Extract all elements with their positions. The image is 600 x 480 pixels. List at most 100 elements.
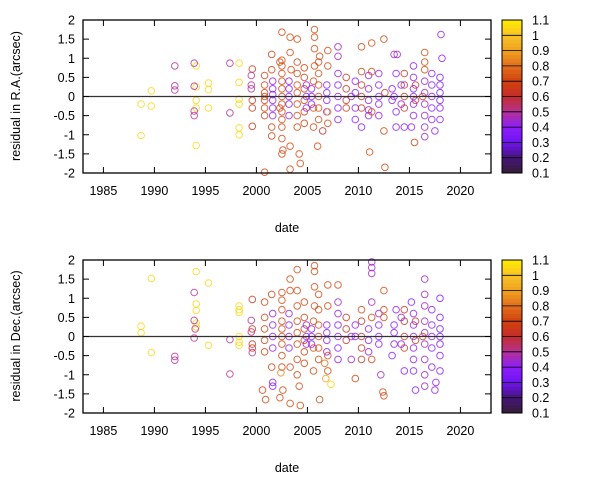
data-point xyxy=(334,309,342,318)
data-point xyxy=(267,123,276,131)
data-point xyxy=(367,263,376,272)
data-point xyxy=(260,96,269,105)
data-point xyxy=(190,288,198,297)
data-point xyxy=(397,100,406,108)
data-point xyxy=(226,335,234,344)
colorbar-tick-label: 0.8 xyxy=(532,299,549,313)
data-point xyxy=(409,62,418,70)
data-point xyxy=(323,88,331,97)
data-point xyxy=(267,65,276,74)
data-point xyxy=(248,96,257,105)
x-tick-label: 1985 xyxy=(89,424,117,438)
data-point xyxy=(436,88,444,97)
data-point xyxy=(436,104,444,112)
data-point xyxy=(285,344,293,352)
data-point xyxy=(226,59,234,68)
colorbar-tick-label: 0.1 xyxy=(532,407,549,421)
data-point xyxy=(286,363,294,371)
data-points xyxy=(137,258,444,410)
data-point xyxy=(279,386,287,394)
data-point xyxy=(277,369,285,377)
colorbar-band xyxy=(502,35,522,40)
data-point xyxy=(137,100,145,108)
data-point xyxy=(286,48,294,57)
data-point xyxy=(204,341,213,350)
data-point xyxy=(278,325,286,333)
data-point xyxy=(286,33,294,42)
colorbar: 0.1 0.20.30.4 0.50.60.7 0.80.911.1 xyxy=(501,14,549,181)
data-point xyxy=(278,317,286,326)
data-point xyxy=(324,351,332,360)
data-point xyxy=(314,344,323,352)
data-point xyxy=(420,88,429,97)
colorbar-band xyxy=(502,409,522,414)
data-point xyxy=(342,85,351,93)
y-tick-label: 1.5 xyxy=(58,273,75,287)
colorbar-band xyxy=(502,344,522,349)
data-point xyxy=(420,275,429,283)
x-tick-label: 2005 xyxy=(293,184,321,198)
x-tick-label: 2020 xyxy=(446,184,474,198)
colorbar-band xyxy=(502,50,522,55)
x-tick-label: 1990 xyxy=(140,424,168,438)
data-point xyxy=(420,48,429,57)
colorbar-band xyxy=(502,302,522,307)
data-point xyxy=(314,305,323,314)
data-point xyxy=(323,96,331,105)
colorbar-band xyxy=(502,31,522,36)
colorbar-band xyxy=(502,134,522,140)
data-point xyxy=(323,328,331,337)
data-point xyxy=(261,395,270,404)
data-point xyxy=(420,355,429,364)
data-point xyxy=(327,380,335,389)
colorbar-band xyxy=(502,378,522,383)
colorbar-band xyxy=(502,275,522,280)
data-point xyxy=(309,77,318,85)
data-point xyxy=(190,111,198,120)
data-point xyxy=(260,111,269,120)
data-point xyxy=(390,50,398,59)
ra-ylabel: residual in R.A.(arcsec) xyxy=(9,31,23,161)
data-point xyxy=(351,321,360,329)
data-point xyxy=(380,127,388,135)
colorbar-band xyxy=(502,405,522,410)
colorbar-tick-label: 1 xyxy=(532,269,539,283)
data-point xyxy=(293,302,302,310)
data-point xyxy=(347,355,356,364)
data-point xyxy=(411,336,420,345)
data-point xyxy=(137,328,145,337)
data-point xyxy=(137,322,145,331)
data-point xyxy=(400,81,409,89)
data-point xyxy=(278,100,286,108)
data-point xyxy=(190,82,198,90)
data-point xyxy=(293,328,302,337)
data-point xyxy=(324,46,332,55)
x-tick-label: 2005 xyxy=(293,424,321,438)
data-point xyxy=(436,294,444,303)
data-point xyxy=(235,59,243,68)
data-point xyxy=(310,25,319,34)
data-point xyxy=(428,321,436,329)
data-point xyxy=(293,340,302,348)
data-point xyxy=(367,39,376,47)
colorbar-band xyxy=(502,127,522,132)
data-point xyxy=(380,286,388,295)
data-point xyxy=(375,321,383,329)
data-point xyxy=(357,305,366,314)
data-point xyxy=(286,165,294,173)
data-point xyxy=(302,81,311,89)
x-tick-label: 1985 xyxy=(89,184,117,198)
data-point xyxy=(334,81,342,89)
y-tick-label: 1 xyxy=(68,292,75,306)
data-point xyxy=(314,69,323,78)
data-point xyxy=(278,305,286,314)
y-tick-label: -2 xyxy=(64,407,75,421)
data-point xyxy=(235,131,243,139)
colorbar-band xyxy=(502,271,522,276)
data-point xyxy=(431,386,439,394)
data-point xyxy=(397,340,406,348)
data-point xyxy=(147,87,156,95)
data-point xyxy=(314,355,323,364)
data-point xyxy=(285,100,293,108)
data-point xyxy=(300,325,309,333)
